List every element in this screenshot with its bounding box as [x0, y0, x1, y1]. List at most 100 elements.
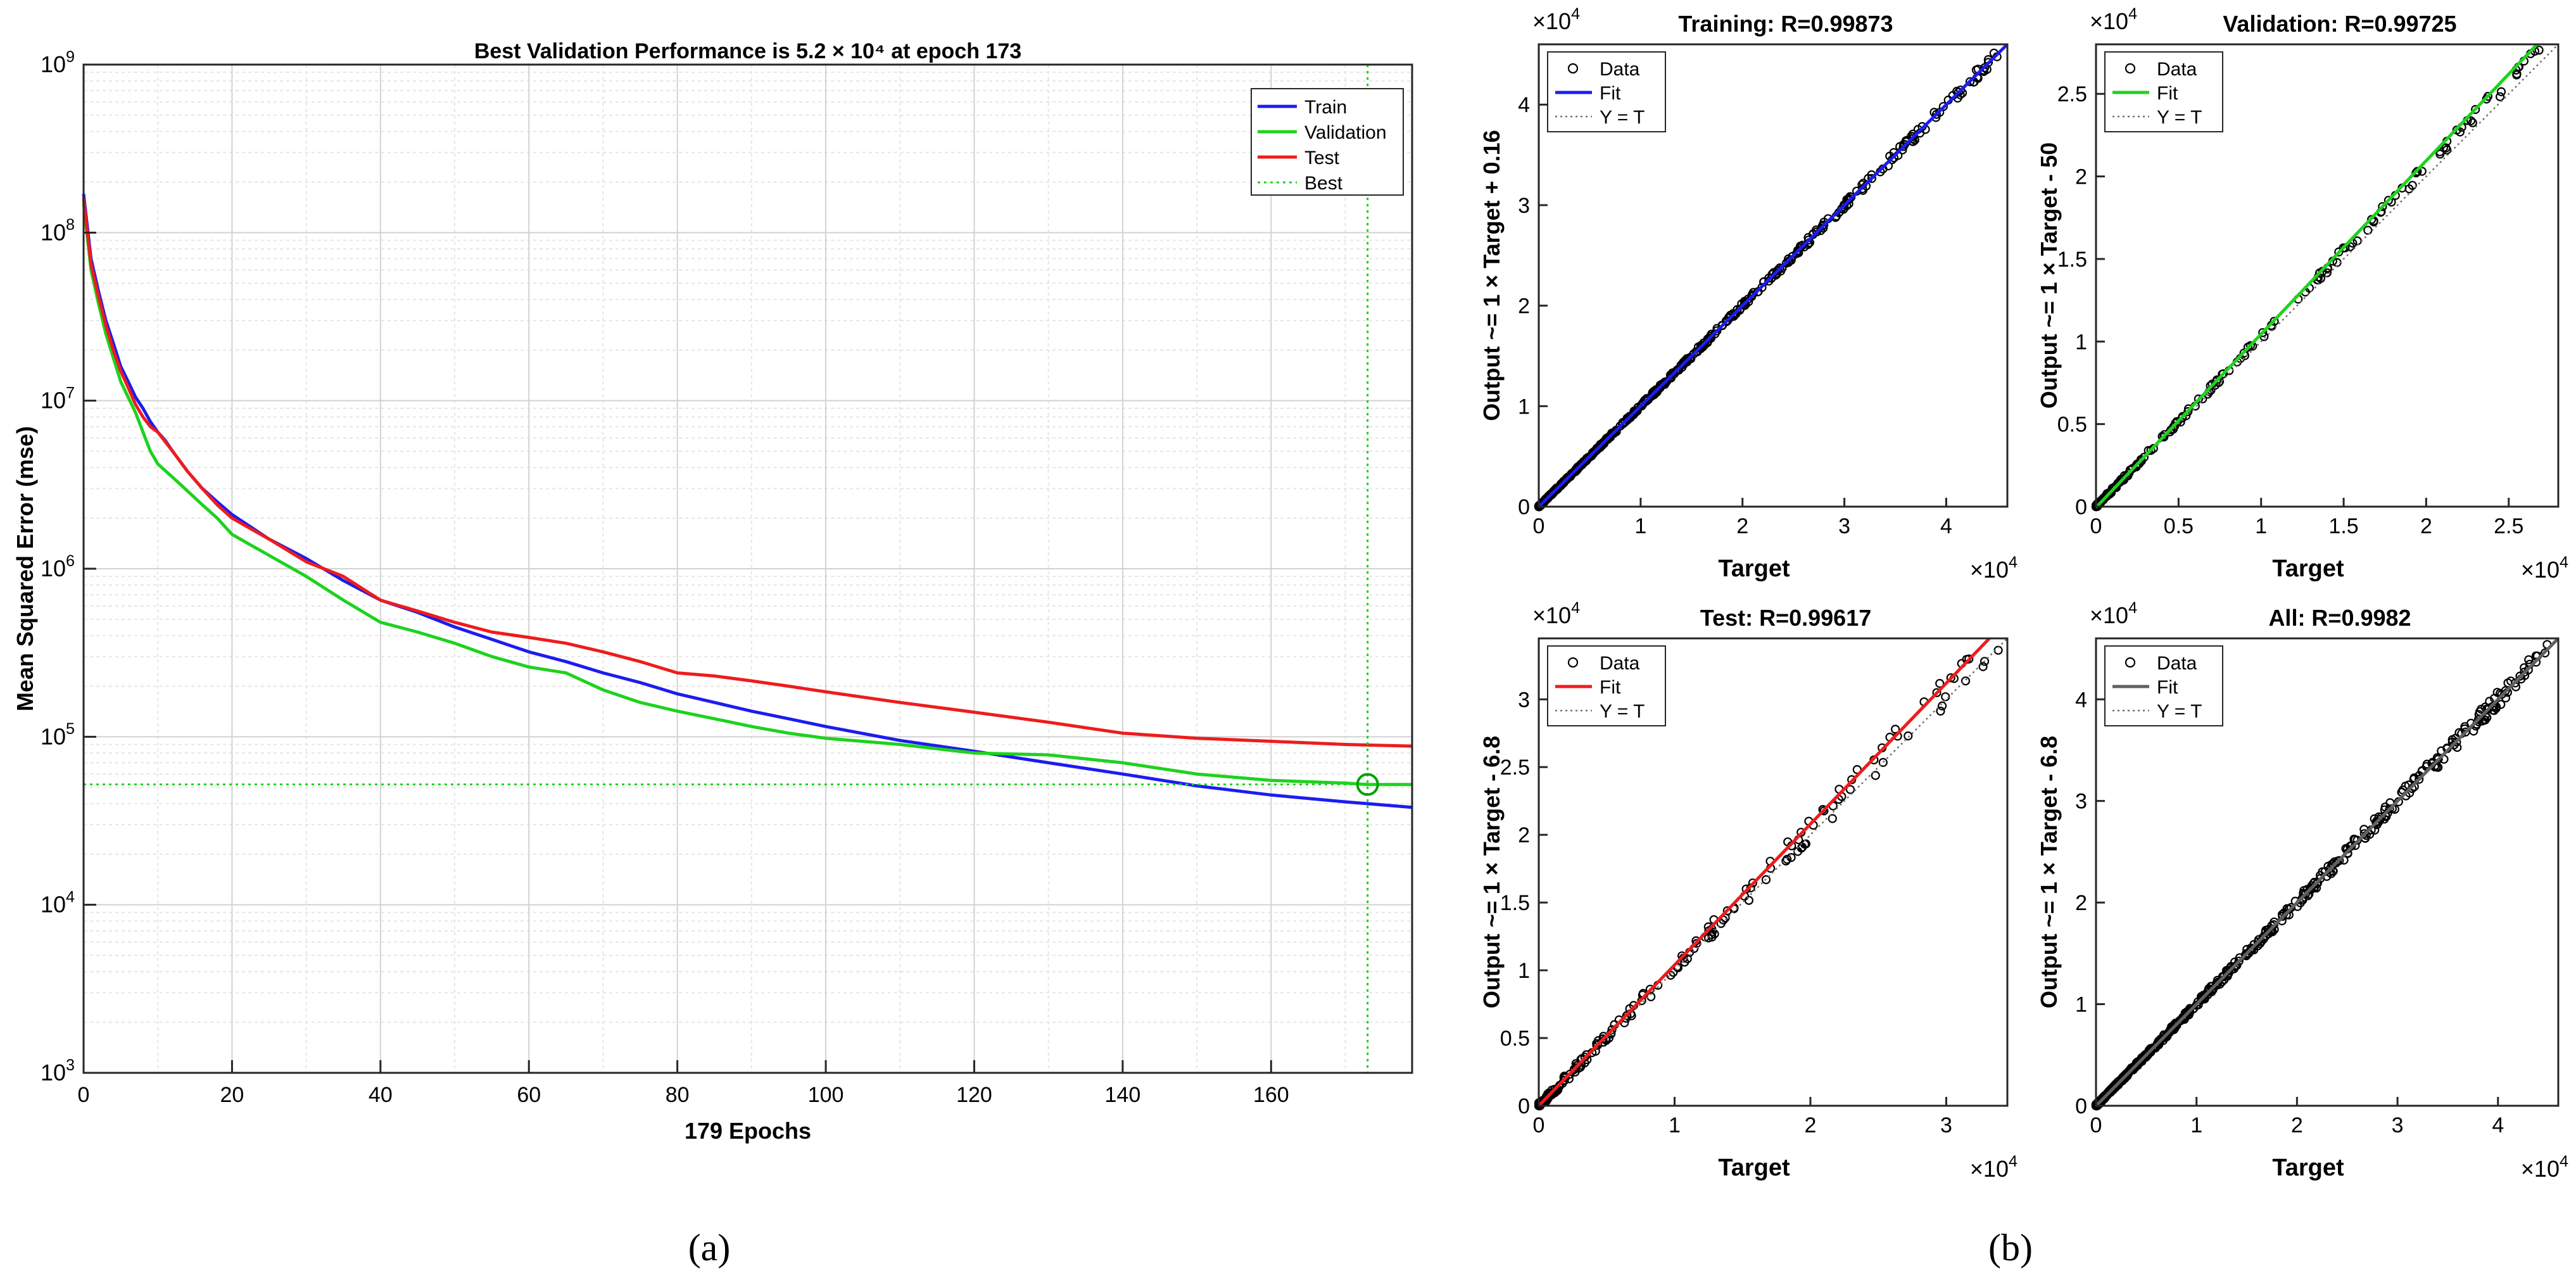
x-tick-label: 2: [2420, 514, 2432, 538]
reg-test-ylabel: Output ~= 1 × Target - 6.8: [1479, 736, 1505, 1008]
data-point: [1744, 896, 1753, 905]
data-point: [1555, 1080, 1565, 1090]
x-tick-label: 60: [517, 1083, 541, 1107]
data-point: [1553, 484, 1563, 493]
data-point: [1980, 657, 1990, 666]
reg-training-axes-box: [1537, 43, 2009, 508]
legend-swatch-data: [1567, 657, 1579, 668]
data-point: [2471, 104, 2480, 114]
data-point: [1965, 77, 1975, 87]
data-point: [2119, 1074, 2128, 1084]
y-tick-label: 4: [1518, 93, 1530, 117]
y-tick-label: 3: [2075, 790, 2087, 814]
data-point: [2206, 381, 2215, 391]
y-tick-label: 2: [1518, 823, 1530, 847]
reg-test-xlabel: Target: [1718, 1155, 1790, 1181]
reg-test-title: Test: R=0.99617: [1700, 605, 1872, 631]
y-tick-label: 2.5: [1500, 756, 1530, 780]
x-tick-label: 2.5: [2494, 514, 2523, 538]
y-tick-label: 0: [1518, 495, 1530, 519]
x-tick-label: 4: [2492, 1113, 2504, 1137]
data-point: [2534, 46, 2544, 55]
data-point: [2496, 87, 2506, 96]
legend-label-identity: Y = T: [1600, 701, 1645, 722]
data-point: [2188, 1004, 2198, 1014]
data-point: [2434, 754, 2443, 764]
data-point: [2524, 655, 2534, 664]
data-point: [1660, 379, 1670, 388]
data-point: [2314, 269, 2325, 278]
data-point: [2512, 69, 2522, 79]
y-tick-label: 2: [1518, 294, 1530, 319]
legend-label-identity: Y = T: [2157, 107, 2202, 128]
x-tick-label: 1: [2190, 1113, 2202, 1137]
data-point: [2408, 180, 2417, 190]
data-point: [1607, 428, 1617, 438]
data-point: [1618, 417, 1627, 427]
y-tick-label: 0: [2075, 495, 2087, 519]
data-point: [1580, 1053, 1589, 1062]
legend-label-best: Best: [1304, 173, 1343, 194]
charts-layer: 0 20 40 60 80 100 120 140 1601031041051061071081…: [12, 5, 2568, 1182]
reg-all-y-multiplier-exp: 4: [2128, 599, 2137, 617]
data-point: [1746, 292, 1757, 301]
x-tick-label: 2: [2291, 1113, 2303, 1137]
x-tick-label: 0: [2090, 514, 2102, 538]
legend-label-data: Data: [1600, 59, 1640, 80]
y-tick-label-exp: 5: [66, 720, 75, 738]
data-point: [1736, 304, 1745, 313]
data-point: [2316, 873, 2325, 883]
data-point: [2452, 737, 2461, 747]
data-point: [1592, 443, 1601, 453]
y-tick-label-base: 10: [41, 51, 66, 77]
data-point: [2286, 902, 2296, 913]
legend-swatch-data: [2125, 63, 2136, 74]
panel-label-b: (b): [1988, 1227, 2033, 1269]
y-tick-label: 1.5: [1500, 891, 1530, 915]
data-point: [1543, 491, 1553, 502]
reg-validation-y-multiplier-exp: 4: [2128, 5, 2137, 23]
data-point: [1637, 401, 1646, 411]
reg-all-legend: Data Fit Y = T: [2104, 645, 2223, 726]
reg-training-title: Training: R=0.99873: [1678, 11, 1893, 37]
data-point: [1954, 87, 1963, 97]
data-point: [1748, 878, 1757, 888]
reg-validation-ylabel: Output ~= 1 × Target - 50: [2036, 142, 2062, 408]
reg-validation-fit-line: [2095, 43, 2539, 509]
data-point: [1812, 227, 1821, 237]
x-tick-label: 4: [1940, 514, 1952, 538]
y-tick-label-base: 10: [41, 1060, 66, 1086]
data-point: [1931, 110, 1941, 119]
data-point: [1773, 265, 1783, 275]
legend-label-validation: Validation: [1304, 122, 1387, 143]
data-point: [2483, 92, 2493, 101]
y-tick-label-base: 10: [41, 892, 66, 918]
reg-test-y-multiplier-base: ×10: [1532, 602, 1571, 628]
data-point: [2333, 856, 2342, 866]
data-point: [1960, 676, 1971, 686]
data-point: [1551, 486, 1560, 495]
y-tick-label: 0.5: [2057, 413, 2087, 437]
x-tick-label: 0: [2090, 1113, 2102, 1137]
y-tick-label-base: 10: [41, 219, 66, 245]
reg-validation-x-multiplier-base: ×10: [2521, 557, 2560, 583]
data-point: [1560, 1076, 1569, 1086]
performance-ylabel: Mean Squared Error (mse): [12, 426, 38, 711]
data-point: [1650, 389, 1659, 398]
x-tick-label: 100: [808, 1083, 844, 1107]
data-point: [2541, 648, 2550, 658]
y-tick-label-base: 10: [41, 723, 66, 749]
data-point: [1796, 828, 1806, 837]
data-point: [1683, 954, 1692, 963]
x-tick-label: 1: [1634, 514, 1646, 538]
y-tick-label: 107: [41, 384, 75, 413]
y-tick-label: 106: [41, 552, 75, 581]
data-point: [2441, 143, 2451, 153]
y-tick-label: 1: [1518, 395, 1530, 419]
reg-test-x-multiplier-base: ×10: [1970, 1156, 2009, 1182]
x-tick-label: 0: [1533, 514, 1545, 538]
data-point: [2455, 127, 2465, 137]
reg-test-x-multiplier: ×104: [1970, 1153, 2017, 1182]
